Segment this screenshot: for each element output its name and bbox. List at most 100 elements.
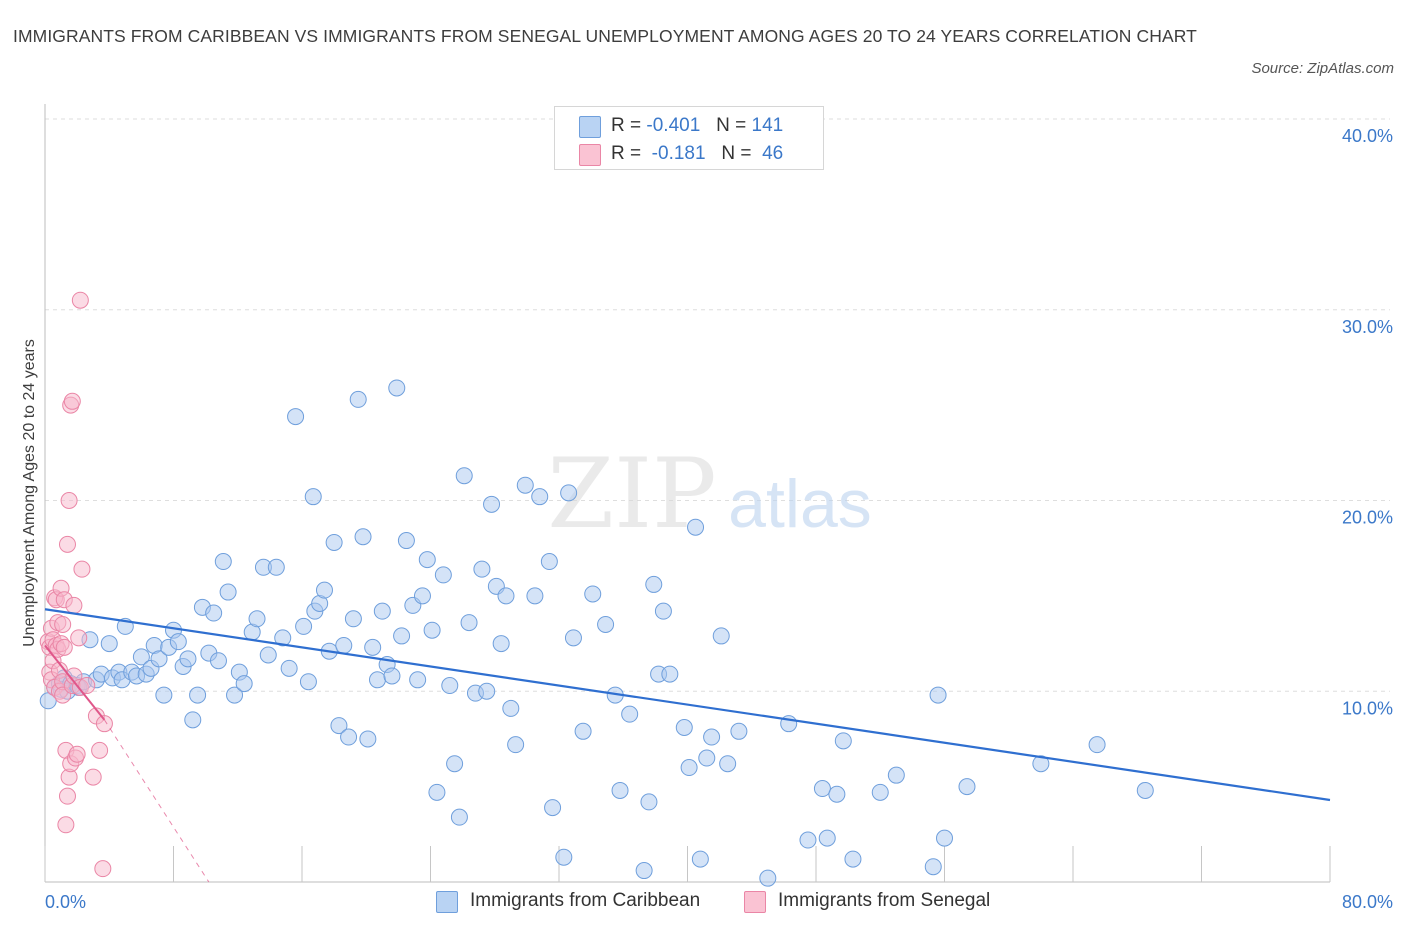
- caribbean-point: [924, 858, 942, 876]
- caribbean-point: [680, 759, 698, 777]
- chart-title: IMMIGRANTS FROM CARIBBEAN VS IMMIGRANTS …: [13, 26, 1197, 46]
- senegal-points: [39, 291, 113, 878]
- caribbean-point: [335, 636, 353, 654]
- caribbean-point: [640, 793, 658, 811]
- legend-senegal-swatch: [744, 891, 766, 913]
- caribbean-point: [703, 728, 721, 746]
- caribbean-n-value: 141: [751, 115, 784, 136]
- caribbean-point: [219, 583, 237, 601]
- caribbean-point: [441, 677, 459, 695]
- caribbean-point: [621, 705, 639, 723]
- caribbean-point: [818, 829, 836, 847]
- senegal-point: [73, 560, 91, 578]
- senegal-point: [58, 535, 76, 553]
- y-tick-label: 30.0%: [1342, 317, 1393, 337]
- caribbean-point: [423, 621, 441, 639]
- caribbean-point: [687, 518, 705, 536]
- caribbean-point: [274, 629, 292, 647]
- caribbean-trend-line: [44, 608, 1331, 802]
- legend-caribbean-label: Immigrants from Caribbean: [470, 890, 701, 911]
- caribbean-point: [359, 730, 377, 748]
- legend-senegal-label: Immigrants from Senegal: [778, 890, 991, 911]
- caribbean-point: [189, 686, 207, 704]
- caribbean-n-label: N =: [716, 115, 747, 136]
- caribbean-point: [235, 675, 253, 693]
- caribbean-point: [325, 533, 343, 551]
- caribbean-point: [887, 766, 905, 784]
- axes: [44, 104, 1331, 883]
- senegal-point: [95, 715, 113, 733]
- caribbean-point: [209, 652, 227, 670]
- caribbean-point: [315, 581, 333, 599]
- caribbean-point: [349, 390, 367, 408]
- caribbean-point: [259, 646, 277, 664]
- senegal-point: [54, 615, 72, 633]
- senegal-trend-extension: [104, 719, 210, 883]
- senegal-point: [71, 291, 89, 309]
- senegal-point: [58, 787, 76, 805]
- caribbean-point: [492, 635, 510, 653]
- caribbean-points: [39, 379, 1154, 887]
- caribbean-point: [280, 659, 298, 677]
- caribbean-point: [574, 722, 592, 740]
- senegal-r-value: -0.181: [651, 143, 706, 164]
- senegal-n-value: 46: [762, 143, 784, 164]
- senegal-point: [57, 816, 75, 834]
- caribbean-point: [540, 553, 558, 571]
- caribbean-point: [473, 560, 491, 578]
- caribbean-point: [267, 558, 285, 576]
- caribbean-point: [383, 667, 401, 685]
- y-tick-label: 20.0%: [1342, 508, 1393, 528]
- caribbean-point: [295, 617, 313, 635]
- caribbean-point: [364, 638, 382, 656]
- source-label: Source: ZipAtlas.com: [1251, 60, 1394, 77]
- caribbean-r-value: -0.401: [646, 115, 701, 136]
- caribbean-point: [330, 717, 348, 735]
- caribbean-point: [455, 467, 473, 485]
- x-tick-label: 0.0%: [45, 892, 86, 912]
- caribbean-point: [184, 711, 202, 729]
- senegal-trend-line: [44, 644, 106, 721]
- caribbean-point: [635, 862, 653, 880]
- senegal-point: [94, 860, 112, 878]
- caribbean-point: [871, 783, 889, 801]
- caribbean-point: [368, 671, 386, 689]
- caribbean-point: [516, 476, 534, 494]
- caribbean-point: [502, 699, 520, 717]
- caribbean-point: [1032, 755, 1050, 773]
- caribbean-point: [409, 671, 427, 689]
- caribbean-point: [730, 722, 748, 740]
- caribbean-point: [958, 778, 976, 796]
- caribbean-point: [1088, 736, 1106, 754]
- senegal-point: [55, 638, 73, 656]
- caribbean-point: [483, 495, 501, 513]
- caribbean-point: [434, 566, 452, 584]
- caribbean-point: [712, 627, 730, 645]
- caribbean-point: [478, 682, 496, 700]
- y-tick-label: 40.0%: [1342, 126, 1393, 146]
- caribbean-point: [354, 528, 372, 546]
- caribbean-point: [248, 610, 266, 628]
- caribbean-r-label: R =: [611, 115, 642, 136]
- caribbean-point: [304, 488, 322, 506]
- senegal-point: [60, 492, 78, 509]
- caribbean-point: [450, 808, 468, 826]
- caribbean-point: [844, 850, 862, 868]
- trend-lines: [44, 608, 1331, 883]
- caribbean-point: [179, 650, 197, 668]
- x-tick-label: 80.0%: [1342, 892, 1393, 912]
- caribbean-point: [691, 850, 709, 868]
- senegal-point: [68, 745, 86, 763]
- caribbean-point: [813, 780, 831, 798]
- legend-caribbean-swatch: [436, 891, 458, 913]
- correlation-legend: R = -0.401 N = 141 R = -0.181 N = 46: [554, 106, 824, 170]
- caribbean-point: [661, 665, 679, 683]
- caribbean-point: [564, 629, 582, 647]
- caribbean-point: [446, 755, 464, 773]
- caribbean-point: [929, 686, 947, 704]
- senegal-point: [78, 677, 96, 695]
- caribbean-point: [597, 615, 615, 633]
- caribbean-point: [299, 673, 317, 691]
- caribbean-point: [675, 718, 693, 736]
- senegal-point: [65, 596, 83, 614]
